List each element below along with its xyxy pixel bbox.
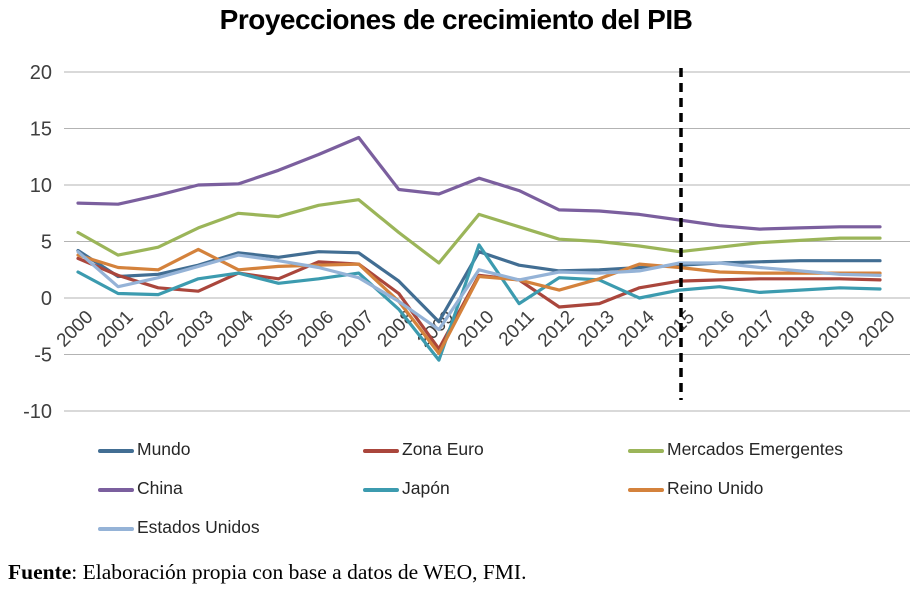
x-tick-label: 2013 <box>574 307 619 352</box>
legend-label-china: China <box>137 478 183 499</box>
legend-swatch-japon <box>363 488 399 492</box>
series-line-estados-unidos <box>76 250 882 332</box>
y-tick-label: 20 <box>30 62 52 84</box>
legend-item-mercados-emergentes: Mercados Emergentes <box>628 438 898 464</box>
x-tick-label: 2017 <box>734 307 779 352</box>
source-text: : Elaboración propia con base a datos de… <box>71 560 527 584</box>
series-line-china <box>76 135 882 231</box>
legend-swatch-estados-unidos <box>98 527 134 531</box>
legend-swatch-china <box>98 488 134 492</box>
legend-swatch-mundo <box>98 449 134 453</box>
series-line-reino-unido <box>76 247 882 355</box>
y-tick-label: -10 <box>23 401 52 423</box>
x-tick-label: 2004 <box>213 306 258 351</box>
x-tick-label: 2014 <box>614 306 659 351</box>
x-tick-label: 2020 <box>855 307 900 352</box>
legend-item-china: China <box>98 477 363 503</box>
x-tick-label: 2011 <box>495 307 539 351</box>
legend-label-mundo: Mundo <box>137 439 191 460</box>
legend-swatch-mercados-emergentes <box>628 449 664 453</box>
x-tick-label: 2016 <box>694 307 739 352</box>
y-tick-label: 5 <box>41 232 52 254</box>
legend-label-japon: Japón <box>402 478 450 499</box>
legend-label-zona-euro: Zona Euro <box>402 439 484 460</box>
legend-label-estados-unidos: Estados Unidos <box>137 517 260 538</box>
x-tick-label: 2001 <box>93 307 138 352</box>
x-tick-label: 2003 <box>173 307 218 352</box>
y-tick-label: -5 <box>34 345 52 367</box>
source-label: Fuente <box>8 560 72 584</box>
x-tick-label: 2000 <box>53 307 98 352</box>
chart-title: Proyecciones de crecimiento del PIB <box>219 4 693 35</box>
y-tick-label: 15 <box>30 119 52 141</box>
legend-swatch-zona-euro <box>363 449 399 453</box>
series-line-japon <box>76 243 882 362</box>
x-tick-label: 2006 <box>293 307 338 352</box>
x-tick-label: 2005 <box>253 307 298 352</box>
chart-legend: Mundo Zona Euro Mercados Emergentes China Ja… <box>98 438 898 542</box>
x-tick-label: 2015 <box>654 307 699 352</box>
x-tick-label: 2018 <box>775 307 820 352</box>
legend-item-reino-unido: Reino Unido <box>628 477 898 503</box>
x-tick-label: 2007 <box>333 307 378 352</box>
legend-item-mundo: Mundo <box>98 438 363 464</box>
legend-label-mercados-emergentes: Mercados Emergentes <box>667 439 844 460</box>
x-tick-label: 2002 <box>133 307 178 352</box>
legend-item-japon: Japón <box>363 477 628 503</box>
legend-item-estados-unidos: Estados Unidos <box>98 516 363 542</box>
legend-item-zona-euro: Zona Euro <box>363 438 628 464</box>
x-tick-label: 2019 <box>815 307 860 352</box>
legend-swatch-reino-unido <box>628 488 664 492</box>
source-note: Fuente: Elaboración propia con base a da… <box>8 560 526 585</box>
y-tick-label: 0 <box>41 288 52 310</box>
legend-label-reino-unido: Reino Unido <box>667 478 764 499</box>
y-tick-label: 10 <box>30 175 52 197</box>
x-tick-label: 2012 <box>534 307 579 352</box>
series-line-mercados-emergentes <box>76 198 882 265</box>
